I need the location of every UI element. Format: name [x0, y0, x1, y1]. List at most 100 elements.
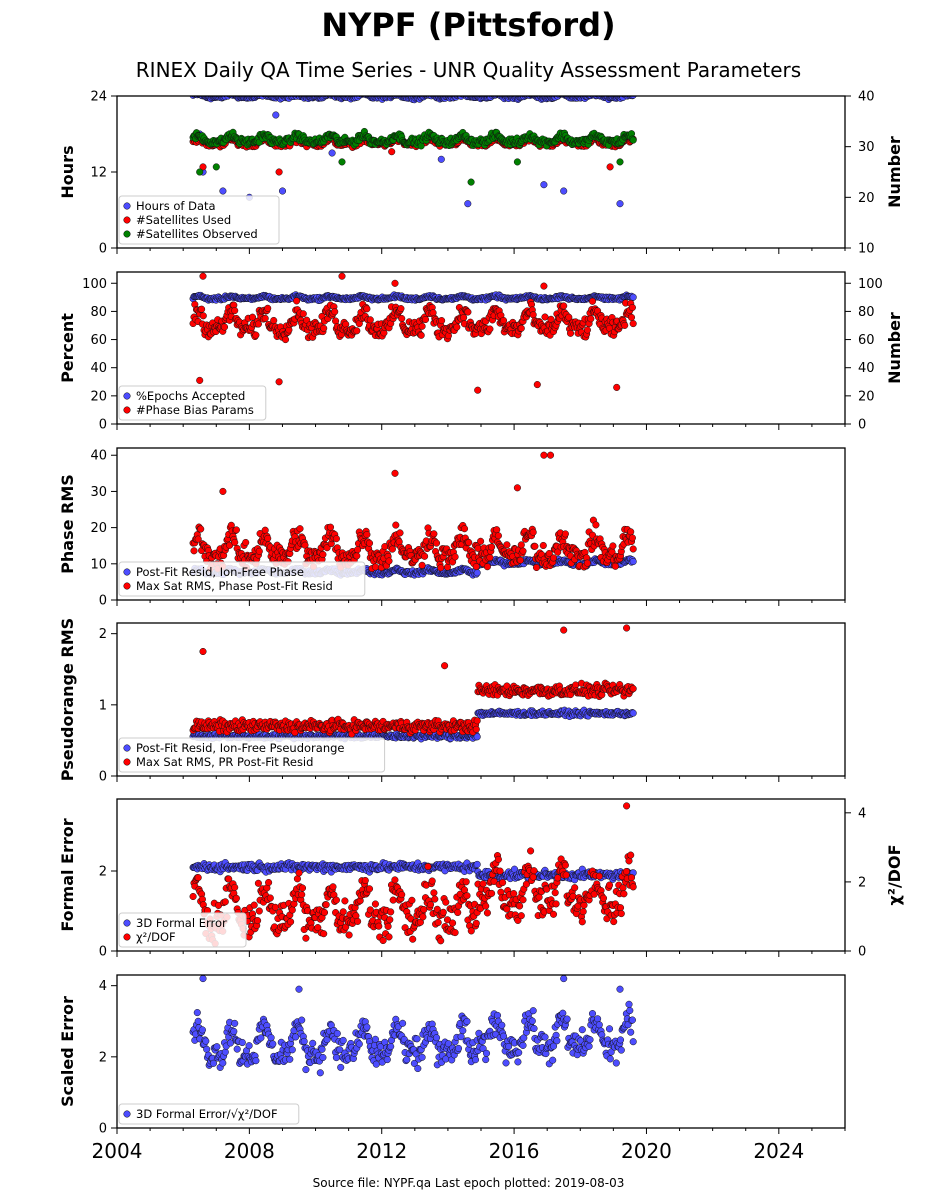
data-point	[421, 315, 430, 324]
legend-marker	[123, 216, 131, 224]
legend-label: #Satellites Observed	[136, 227, 258, 241]
data-point	[220, 323, 229, 331]
data-point	[611, 562, 619, 570]
outlier-point	[474, 386, 482, 394]
data-point	[477, 537, 485, 545]
data-point	[255, 547, 263, 555]
data-point	[629, 96, 637, 99]
data-point	[332, 535, 340, 543]
data-point	[565, 313, 573, 321]
y-tick-label: 10	[90, 557, 107, 572]
series-2	[189, 272, 637, 394]
data-point	[264, 96, 268, 97]
data-point	[486, 325, 494, 333]
data-point	[609, 542, 617, 550]
y-tick-label: 40	[90, 361, 107, 376]
data-point	[397, 305, 405, 313]
legend-marker	[123, 758, 131, 766]
data-point	[472, 725, 480, 733]
y-tick-right-label: 60	[858, 333, 875, 348]
data-point	[421, 552, 429, 560]
legend-label: #Satellites Used	[136, 213, 231, 227]
y-axis-label: Pseudorange RMS	[58, 618, 77, 781]
y-tick-right-label: 80	[858, 305, 875, 320]
data-point	[363, 531, 371, 539]
data-point	[493, 526, 501, 534]
data-point	[628, 303, 636, 312]
legend-marker	[123, 202, 131, 210]
outlier-point	[199, 272, 207, 280]
series-1	[189, 291, 637, 305]
data-point	[197, 525, 205, 533]
y-tick-label: 1	[99, 698, 107, 713]
data-point	[353, 327, 361, 335]
data-point	[473, 717, 481, 725]
data-point	[627, 313, 636, 321]
data-point	[516, 556, 524, 564]
legend-marker	[123, 568, 131, 576]
data-point	[231, 538, 239, 546]
y-tick-label: 60	[90, 333, 107, 348]
y-tick-label: 20	[90, 389, 107, 404]
data-point	[438, 317, 446, 325]
data-point	[231, 307, 239, 315]
data-point	[385, 557, 393, 565]
legend-label: Post-Fit Resid, Ion-Free Pseudorange	[136, 741, 344, 755]
data-layer	[189, 802, 637, 948]
data-point	[252, 331, 260, 339]
series-1	[189, 96, 637, 208]
data-point	[531, 542, 539, 550]
y-tick-label: 0	[99, 242, 107, 257]
y-axis-right-label: Number	[885, 136, 904, 208]
legend-marker	[123, 744, 131, 752]
data-point	[494, 532, 502, 540]
data-point	[592, 521, 600, 529]
data-point	[541, 313, 549, 321]
data-point	[627, 528, 635, 536]
y-tick-right-label: 40	[858, 90, 875, 105]
y-tick-label: 0	[99, 770, 107, 785]
outlier-point	[196, 376, 204, 384]
data-point	[437, 564, 445, 572]
outlier-point	[275, 168, 283, 176]
outlier-point	[546, 451, 555, 459]
data-layer	[189, 451, 637, 579]
data-point	[628, 534, 636, 542]
data-point	[353, 552, 361, 560]
outlier-point	[560, 626, 568, 634]
outlier-point	[338, 272, 346, 280]
data-point	[194, 535, 202, 543]
legend-label: Max Sat RMS, Phase Post-Fit Resid	[136, 579, 333, 593]
data-point	[629, 136, 637, 144]
data-point	[621, 321, 629, 329]
y-tick-label: 80	[90, 305, 107, 320]
legend-box	[118, 385, 267, 421]
legend-box	[118, 561, 366, 597]
outlier-point	[623, 624, 631, 632]
outlier-point	[275, 378, 283, 386]
legend-marker	[123, 582, 131, 590]
legend-marker	[123, 392, 131, 400]
data-point	[264, 304, 272, 312]
data-point	[270, 316, 278, 325]
series-3	[189, 127, 637, 186]
legend-label: %Epochs Accepted	[136, 389, 245, 403]
y-axis-label: Percent	[58, 313, 77, 383]
data-point	[561, 530, 569, 538]
y-tick-right-label: 30	[858, 140, 875, 155]
data-point	[549, 554, 558, 562]
data-point	[392, 521, 400, 529]
data-point	[473, 733, 481, 741]
data-point	[472, 563, 480, 571]
data-point	[554, 548, 562, 556]
y-tick-right-label: 40	[858, 361, 875, 376]
y-tick-label: 0	[99, 418, 107, 433]
data-point	[371, 563, 379, 571]
outlier-point	[391, 279, 399, 287]
data-point	[398, 314, 406, 323]
data-point	[503, 541, 511, 549]
data-point	[539, 541, 547, 550]
y-axis-label: Hours	[58, 145, 77, 198]
